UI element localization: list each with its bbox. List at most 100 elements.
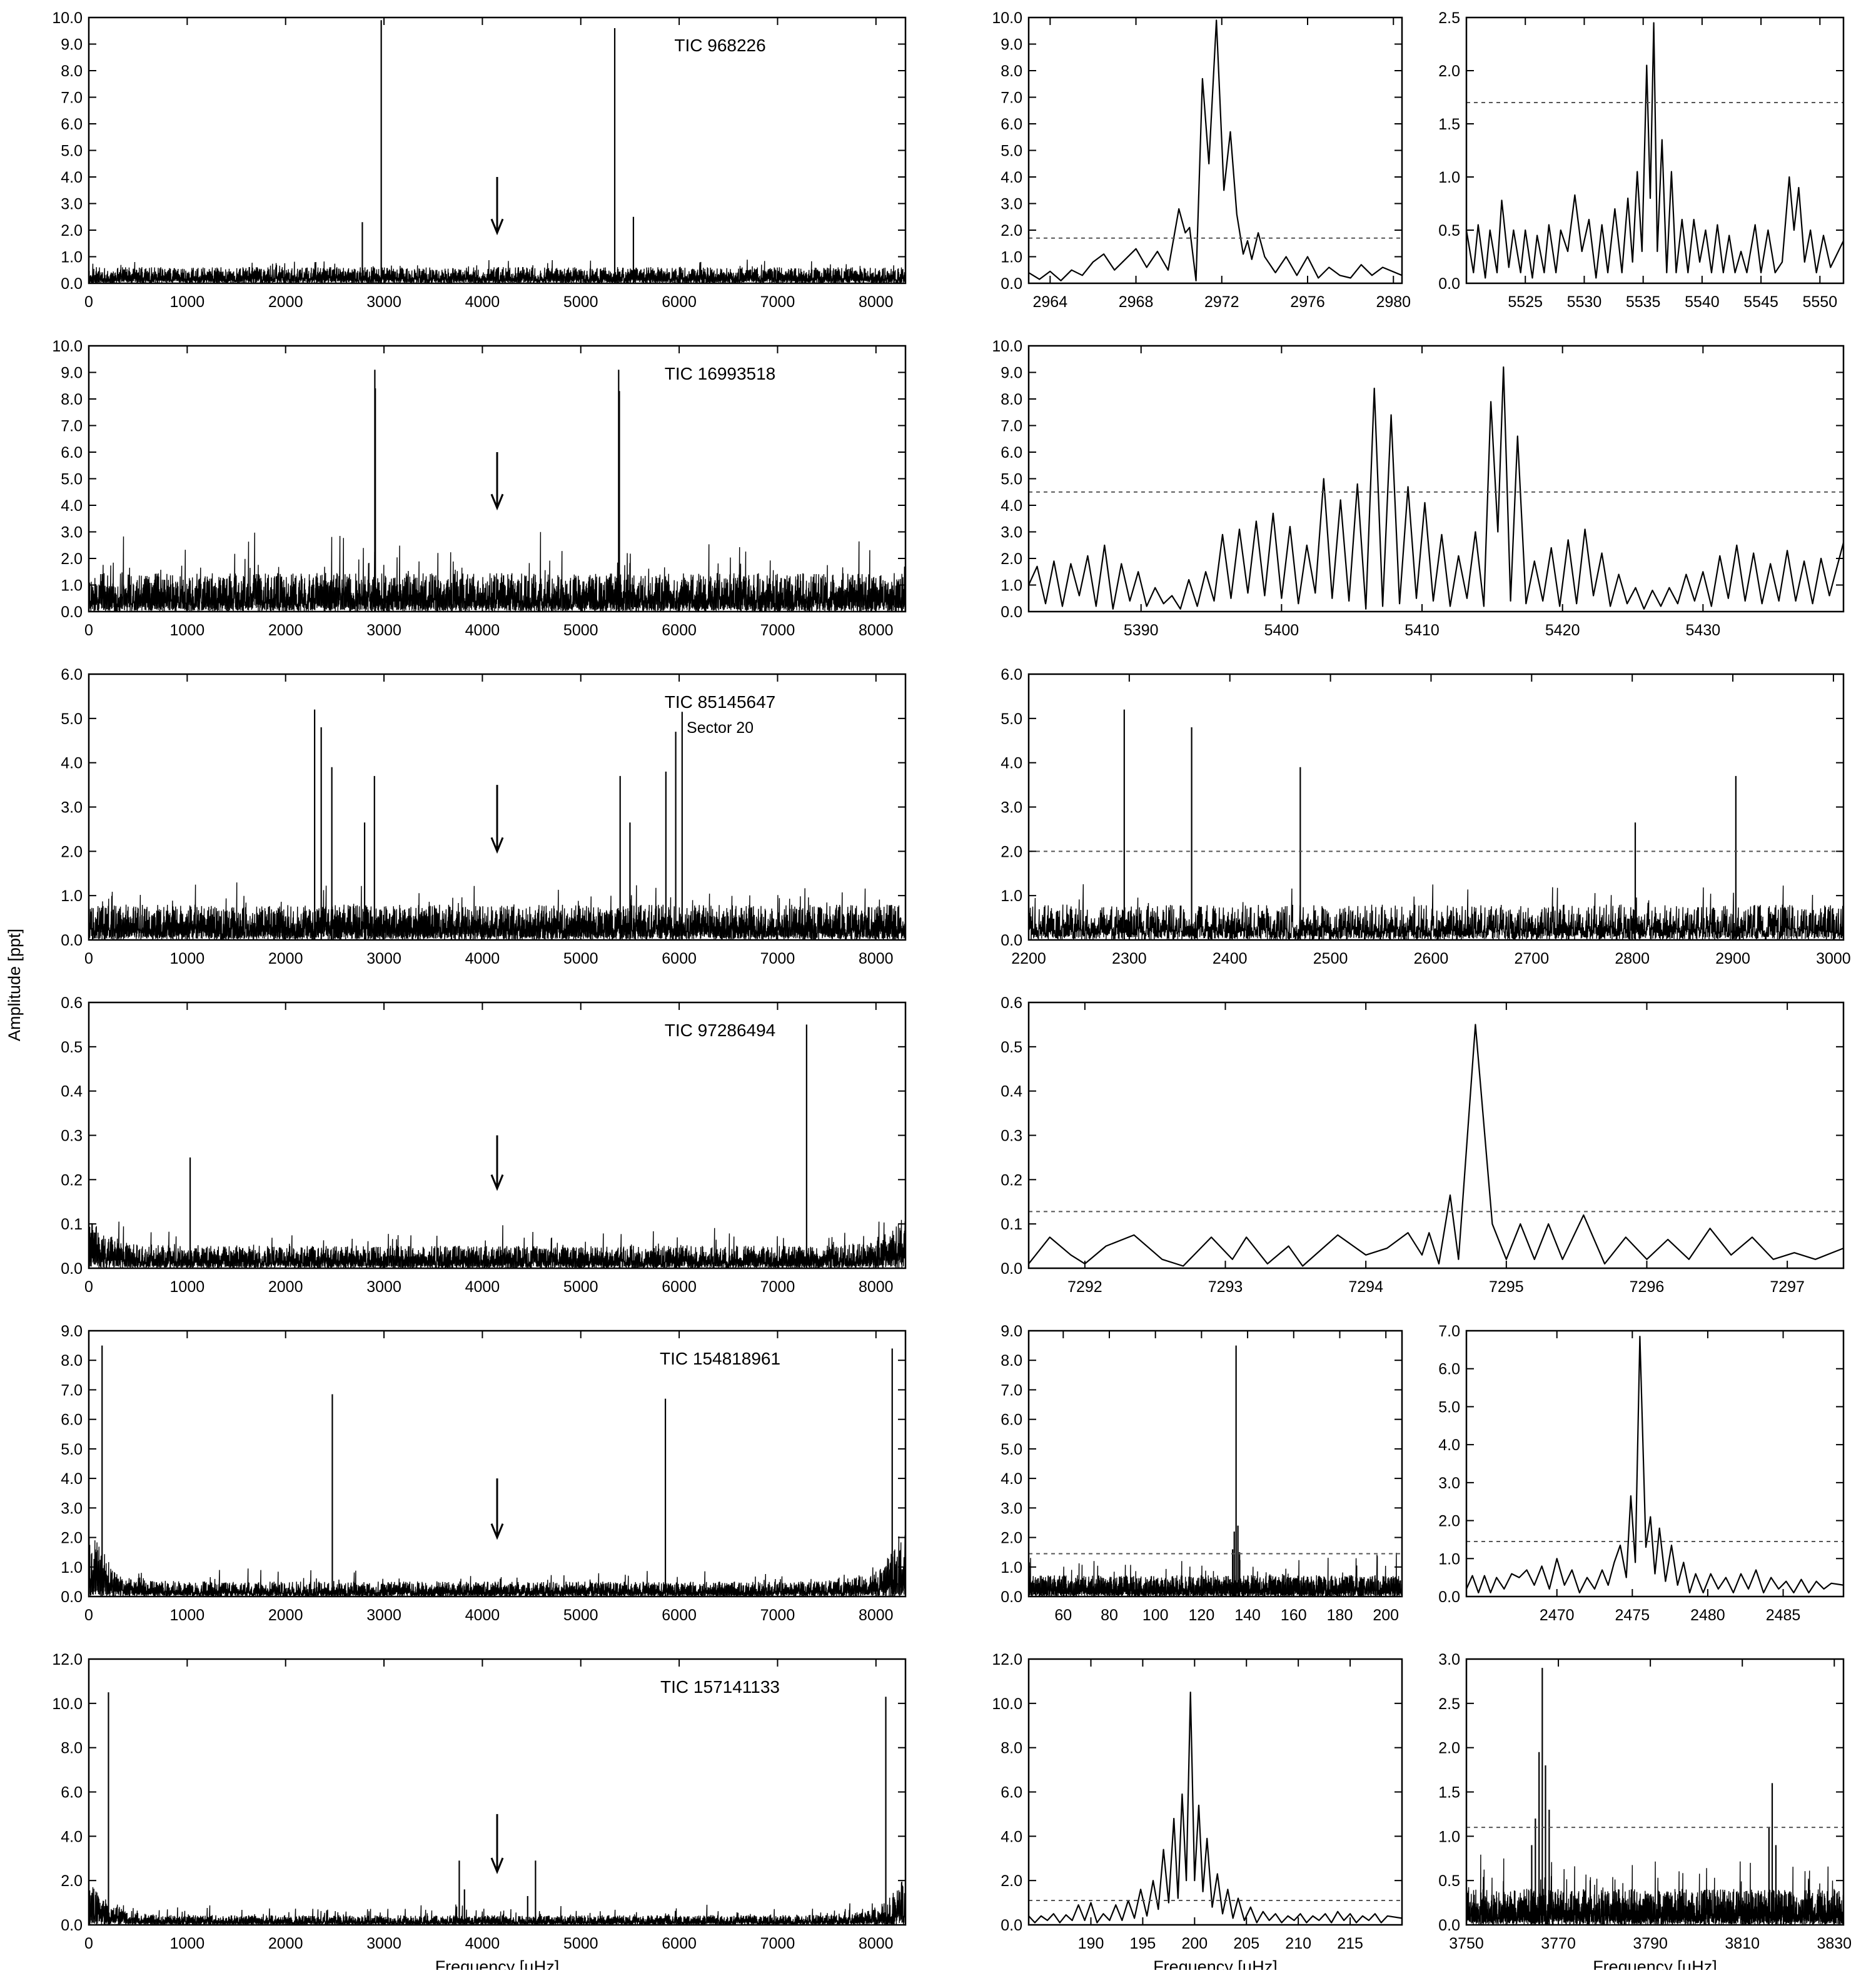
panel-p3: 0.0 1.0 2.0 3.0 4.0 5.0 6.0 0 1000 2000 3000 4000 50… [61,666,907,967]
x-tick-label: 100 [1142,1607,1169,1624]
y-tick-label: 8.0 [1001,391,1022,408]
x-tick-label: 3790 [1633,1935,1668,1952]
y-tick-label: 0.5 [61,1039,83,1056]
x-tick-label: 2000 [268,950,303,967]
x-tick-label: 5390 [1124,622,1159,639]
arrow-head [490,1174,504,1191]
x-tick-label: 5000 [563,293,598,311]
x-tick-label: 3000 [366,1935,401,1952]
y-tick-label: 8.0 [1001,1740,1022,1757]
noise-series [89,1881,905,1925]
x-tick-label: 1000 [170,950,205,967]
y-tick-label: 6.0 [61,666,83,684]
y-tick-label: 12.0 [52,1651,83,1668]
x-tick-label: 5420 [1545,622,1580,639]
x-tick-label: 0 [84,1935,93,1952]
y-tick-label: 1.0 [61,249,83,266]
x-tick-label: 3000 [366,1278,401,1296]
x-tick-label: 2800 [1615,950,1650,967]
x-tick-label: 3000 [366,622,401,639]
plot-frame [1027,673,1845,941]
plot-frame [1027,1330,1403,1598]
x-tick-label: 5000 [563,1935,598,1952]
x-tick-label: 2900 [1715,950,1750,967]
y-tick-label: 1.5 [1438,116,1460,133]
panel-p1a: 0.0 1.0 2.0 3.0 4.0 5.0 6.0 7.0 8.0 9.0 10.0 2964 29… [992,9,1411,311]
y-tick-label: 9.0 [61,1323,83,1340]
y-tick-label: 5.0 [61,143,83,160]
x-tick-label: 3750 [1449,1935,1484,1952]
y-tick-label: 3.0 [61,1500,83,1517]
y-tick-label: 4.0 [1001,1828,1022,1845]
spectrum-line [1029,366,1843,610]
x-tick-label: 2964 [1032,293,1067,311]
y-tick-label: 3.0 [1001,524,1022,542]
y-tick-label: 3.0 [61,799,83,817]
y-tick-label: 6.0 [1001,444,1022,462]
y-tick-label: 0.0 [1438,1588,1460,1606]
x-tick-label: 2480 [1690,1607,1725,1624]
noise-series [1029,884,1843,940]
x-tick-label: 4000 [465,293,500,311]
panel-p1a-data [1029,19,1402,281]
y-tick-label: 1.0 [61,1559,83,1577]
y-tick-label: 9.0 [1001,365,1022,382]
y-tick-label: 0.0 [1001,275,1022,293]
star-label: TIC 968226 [674,36,765,55]
y-tick-label: 4.0 [1001,755,1022,772]
panel-p1: 0.0 1.0 2.0 3.0 4.0 5.0 6.0 7.0 8.0 9.0 10.0 0 1000 2… [52,9,907,311]
panel-p1b: 0.0 0.5 1.0 1.5 2.0 2.5 5525 5530 5535 5540 5545 55… [1438,9,1845,311]
y-axis-title: Amplitude [ppt] [5,929,24,1041]
arrow-head [490,837,504,854]
y-tick-label: 8.0 [61,63,83,80]
x-tick-label: 3810 [1725,1935,1760,1952]
x-tick-label: 5000 [563,950,598,967]
x-tick-label: 2000 [268,1935,303,1952]
x-tick-label: 7295 [1489,1278,1524,1296]
panel-p5b-data [1466,1336,1843,1593]
y-tick-label: 5.0 [1001,143,1022,160]
x-tick-label: 2200 [1011,950,1046,967]
y-tick-label: 0.4 [1001,1083,1022,1101]
y-tick-label: 0.0 [1438,1917,1460,1934]
plot-frame [1027,345,1845,613]
spectrum-line [1466,1336,1843,1593]
panel-p6b-data [1466,1668,1843,1925]
y-tick-label: 4.0 [1438,1436,1460,1454]
x-tick-label: 8000 [859,1935,894,1952]
arrow-head [490,218,504,236]
y-tick-label: 2.0 [1438,1513,1460,1530]
y-tick-label: 6.0 [61,1411,83,1429]
x-tick-label: 200 [1373,1607,1399,1624]
y-tick-label: 2.0 [61,1530,83,1547]
plot-frame [88,1330,907,1598]
y-tick-label: 0.0 [1001,1588,1022,1606]
x-tick-label: 4000 [465,1935,500,1952]
x-tick-label: 0 [84,1278,93,1296]
x-tick-label: 7296 [1630,1278,1665,1296]
x-tick-label: 8000 [859,950,894,967]
x-tick-label: 120 [1189,1607,1215,1624]
x-tick-label: 195 [1130,1935,1156,1952]
y-tick-label: 10.0 [992,1695,1022,1713]
y-tick-label: 6.0 [61,116,83,133]
x-tick-label: 6000 [662,1607,697,1624]
x-tick-label: 5430 [1686,622,1721,639]
x-tick-label: 3000 [1816,950,1851,967]
y-tick-label: 0.0 [61,1588,83,1606]
x-tick-label: 5535 [1626,293,1661,311]
x-tick-label: 8000 [859,293,894,311]
y-tick-label: 6.0 [1001,1411,1022,1429]
x-tick-label: 2980 [1376,293,1411,311]
y-tick-label: 2.0 [61,843,83,860]
x-tick-label: 5545 [1743,293,1778,311]
panel-p2a-data [1029,366,1843,610]
x-tick-label: 4000 [465,1278,500,1296]
panel-p5b: 0.0 1.0 2.0 3.0 4.0 5.0 6.0 7.0 2470 2475 2480 2485 [1438,1323,1845,1624]
x-tick-label: 1000 [170,622,205,639]
x-tick-label: 6000 [662,950,697,967]
y-tick-label: 0.0 [61,1260,83,1278]
x-tick-label: 2000 [268,622,303,639]
panel-p5: 0.0 1.0 2.0 3.0 4.0 5.0 6.0 7.0 8.0 9.0 0 1000 2000 3… [61,1323,907,1624]
y-tick-label: 5.0 [61,1441,83,1458]
